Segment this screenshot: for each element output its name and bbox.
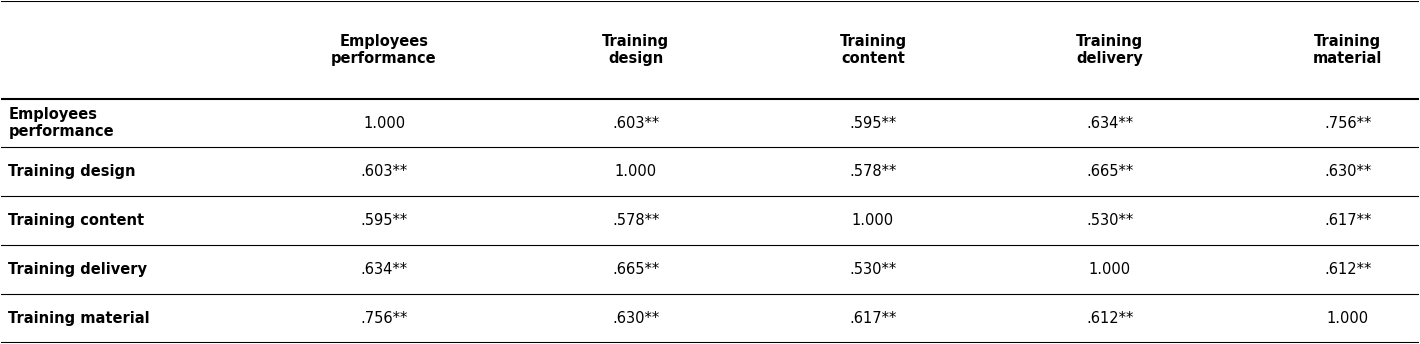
- Text: Training content: Training content: [9, 213, 145, 228]
- Text: 1.000: 1.000: [615, 164, 656, 179]
- Text: Training
material: Training material: [1314, 34, 1383, 66]
- Text: .595**: .595**: [361, 213, 408, 228]
- Text: Training delivery: Training delivery: [9, 262, 148, 277]
- Text: Training material: Training material: [9, 311, 151, 326]
- Text: Employees
performance: Employees performance: [331, 34, 437, 66]
- Text: 1.000: 1.000: [1089, 262, 1130, 277]
- Text: .756**: .756**: [361, 311, 408, 326]
- Text: .530**: .530**: [1086, 213, 1133, 228]
- Text: .634**: .634**: [1086, 116, 1133, 130]
- Text: .630**: .630**: [1323, 164, 1372, 179]
- Text: 1.000: 1.000: [364, 116, 405, 130]
- Text: .595**: .595**: [849, 116, 896, 130]
- Text: 1.000: 1.000: [852, 213, 895, 228]
- Text: .612**: .612**: [1086, 311, 1133, 326]
- Text: .578**: .578**: [612, 213, 659, 228]
- Text: Training
delivery: Training delivery: [1076, 34, 1143, 66]
- Text: Training
content: Training content: [839, 34, 906, 66]
- Text: .665**: .665**: [612, 262, 659, 277]
- Text: .756**: .756**: [1323, 116, 1372, 130]
- Text: Training
design: Training design: [602, 34, 669, 66]
- Text: .612**: .612**: [1323, 262, 1372, 277]
- Text: .665**: .665**: [1086, 164, 1133, 179]
- Text: .617**: .617**: [849, 311, 896, 326]
- Text: .530**: .530**: [849, 262, 896, 277]
- Text: .603**: .603**: [612, 116, 659, 130]
- Text: .603**: .603**: [361, 164, 408, 179]
- Text: 1.000: 1.000: [1326, 311, 1369, 326]
- Text: .578**: .578**: [849, 164, 896, 179]
- Text: .617**: .617**: [1323, 213, 1372, 228]
- Text: .634**: .634**: [361, 262, 408, 277]
- Text: Training design: Training design: [9, 164, 136, 179]
- Text: Employees
performance: Employees performance: [9, 107, 114, 139]
- Text: .630**: .630**: [612, 311, 659, 326]
